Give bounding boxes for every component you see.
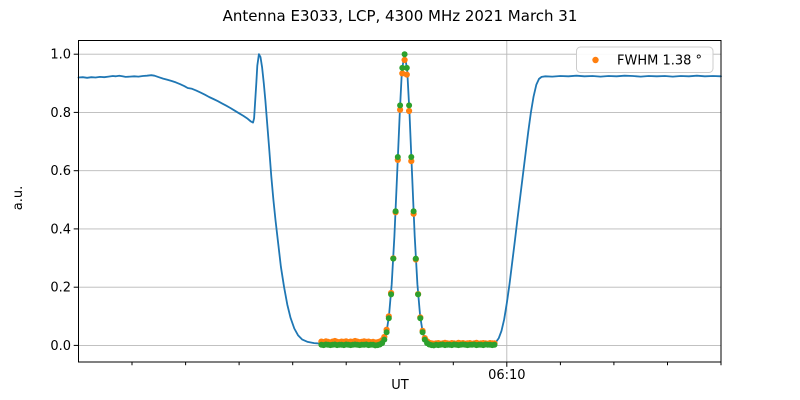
drift-scan-data-point <box>403 71 410 78</box>
gaussian-fit-point <box>419 329 426 336</box>
gaussian-fit-point <box>491 341 498 348</box>
y-tick-label: 0.6 <box>50 164 71 179</box>
chart-title: Antenna E3033, LCP, 4300 MHz 2021 March … <box>223 7 578 25</box>
gaussian-fit-point <box>385 315 392 322</box>
x-tick-label: 06:10 <box>488 368 525 383</box>
drift-scan-data-point <box>406 107 413 115</box>
gaussian-fit-point <box>408 154 415 160</box>
y-tick-label: 1.0 <box>50 48 71 63</box>
legend: FWHM 1.38 ° <box>576 46 714 73</box>
gaussian-fit-point <box>392 208 399 215</box>
y-tick-label: 0.0 <box>50 339 71 354</box>
legend-box <box>576 46 714 73</box>
signal-line-series <box>77 53 722 346</box>
legend-marker-dot <box>592 56 599 64</box>
y-tick-label: 0.4 <box>50 222 71 237</box>
gaussian-fit-point <box>390 255 397 262</box>
gaussian-fit-points <box>318 51 498 349</box>
y-axis-label: a.u. <box>11 186 26 210</box>
legend-label: FWHM 1.38 ° <box>617 54 702 69</box>
drift-scan-data-point <box>401 56 408 64</box>
gaussian-fit-point <box>394 154 401 160</box>
gaussian-fit-point <box>401 51 408 58</box>
x-axis-label: UT <box>391 378 409 393</box>
gaussian-fit-point <box>412 255 419 262</box>
x-tick-labels: 06:10 <box>488 368 525 383</box>
gaussian-fit-point <box>417 315 424 322</box>
gaussian-fit-point <box>388 291 395 298</box>
y-tick-label: 0.2 <box>50 281 71 296</box>
gaussian-fit-point <box>381 336 388 343</box>
gaussian-fit-point <box>403 64 410 71</box>
y-tick-label: 0.8 <box>50 106 71 121</box>
antenna-signal-path <box>77 53 722 346</box>
plot-border <box>78 40 722 363</box>
gaussian-fit-point <box>410 208 417 215</box>
gaussian-fit-point <box>399 64 406 71</box>
gaussian-fit-point <box>406 102 413 109</box>
gaussian-fit-point <box>415 291 422 298</box>
y-tick-labels: 0.0 0.2 0.4 0.6 0.8 1.0 <box>50 48 71 354</box>
gaussian-fit-point <box>383 329 390 336</box>
drift-scan-data-point <box>397 106 404 113</box>
gaussian-fit-point <box>397 102 404 109</box>
axis-ticks <box>73 53 722 367</box>
gridlines <box>78 40 721 362</box>
